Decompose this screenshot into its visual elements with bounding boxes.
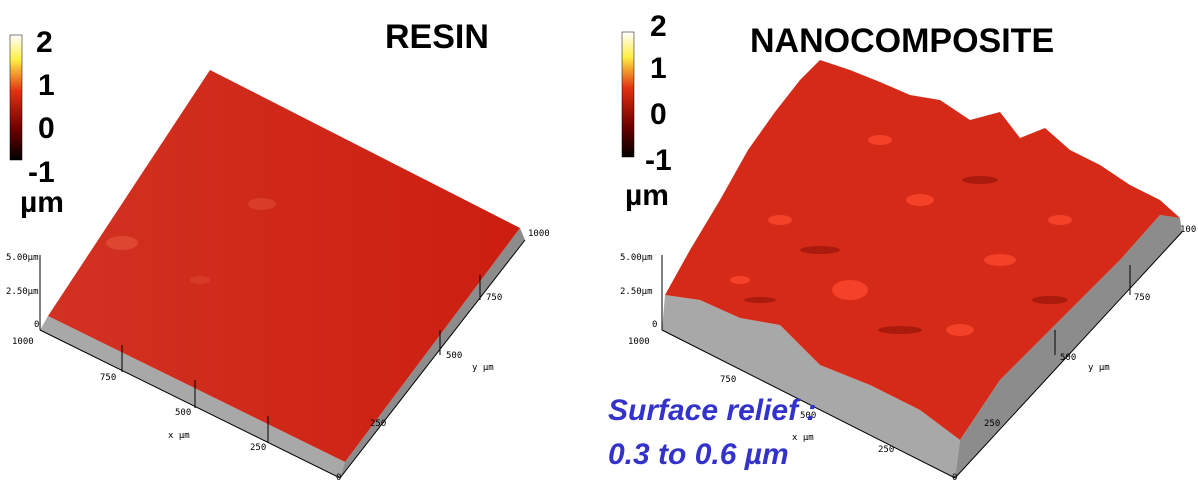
colorbar-tick: 1 [38, 69, 55, 102]
x-axis-label: x µm [792, 433, 814, 443]
side-face [662, 295, 960, 478]
y-tick-label: 250 [984, 419, 1000, 429]
colorbar [9, 34, 23, 161]
y-tick-label: 250 [370, 419, 386, 429]
colorbar-tick: 2 [650, 10, 667, 43]
x-axis-label: x µm [168, 431, 190, 441]
x-tick-label: 250 [878, 445, 894, 455]
y-tick-label: 500 [446, 351, 462, 361]
surface-bump [190, 276, 210, 284]
colorbar-tick: 0 [38, 112, 55, 145]
surface-bump [106, 236, 138, 250]
x-tick-label: 1000 [628, 337, 650, 347]
x-tick-label: 250 [250, 443, 266, 453]
colorbar-tick: 1 [650, 52, 667, 85]
y-tick-label: 1000 [528, 229, 550, 239]
y-tick-label: 750 [486, 293, 502, 303]
panel-nanocomposite: NANOCOMPOSITE 2 1 0 -1 µm 5.00µm 2.50µm … [608, 10, 1196, 481]
z-tick-label: 5.00µm [6, 253, 39, 263]
colorbar-tick: -1 [645, 144, 672, 177]
x-tick-label: 750 [720, 375, 736, 385]
x-tick-label: 750 [100, 373, 116, 383]
surface-bump [248, 198, 276, 210]
annotation: 0.3 to 0.6 µm [608, 438, 789, 471]
annotation: Surface relief : [608, 394, 816, 427]
side-face [955, 215, 1182, 478]
x-tick-label: 500 [800, 411, 816, 421]
y-tick-label: 500 [1060, 353, 1076, 363]
z-tick-label: 5.00µm [620, 253, 653, 263]
z-tick-label: 2.50µm [620, 287, 653, 297]
colorbar [621, 31, 635, 158]
y-tick-label: 100 [1180, 225, 1196, 235]
z-tick-label: 0 [34, 320, 39, 330]
surface-shadow [744, 176, 1068, 334]
y-axis-label: y µm [472, 363, 494, 373]
surface-texture [730, 135, 1072, 336]
y-tick-label: 750 [1134, 293, 1150, 303]
colorbar-tick: 2 [36, 26, 53, 59]
x-tick-label: 1000 [12, 337, 34, 347]
side-face [40, 316, 345, 478]
z-tick-label: 2.50µm [6, 287, 39, 297]
colorbar-tick: 0 [650, 98, 667, 131]
y-tick-label: 0 [336, 473, 341, 481]
base-axis [39, 239, 526, 479]
panel-title: NANOCOMPOSITE [750, 22, 1054, 60]
colorbar-tick: -1 [28, 156, 55, 189]
y-tick-label: 0 [952, 473, 957, 481]
colorbar-unit: µm [625, 179, 669, 212]
y-axis-label: y µm [1088, 363, 1110, 373]
colorbar-unit: µm [20, 186, 64, 219]
x-tick-label: 500 [175, 408, 191, 418]
panel-title: RESIN [385, 18, 489, 56]
side-face [340, 228, 525, 478]
surface [665, 60, 1180, 440]
z-tick-label: 0 [652, 320, 657, 330]
surface [48, 70, 520, 462]
panel-resin: RESIN 2 1 0 -1 µm 5.00µm 2.50µm 0 1000 7… [6, 18, 550, 481]
base-axis [661, 231, 1183, 479]
